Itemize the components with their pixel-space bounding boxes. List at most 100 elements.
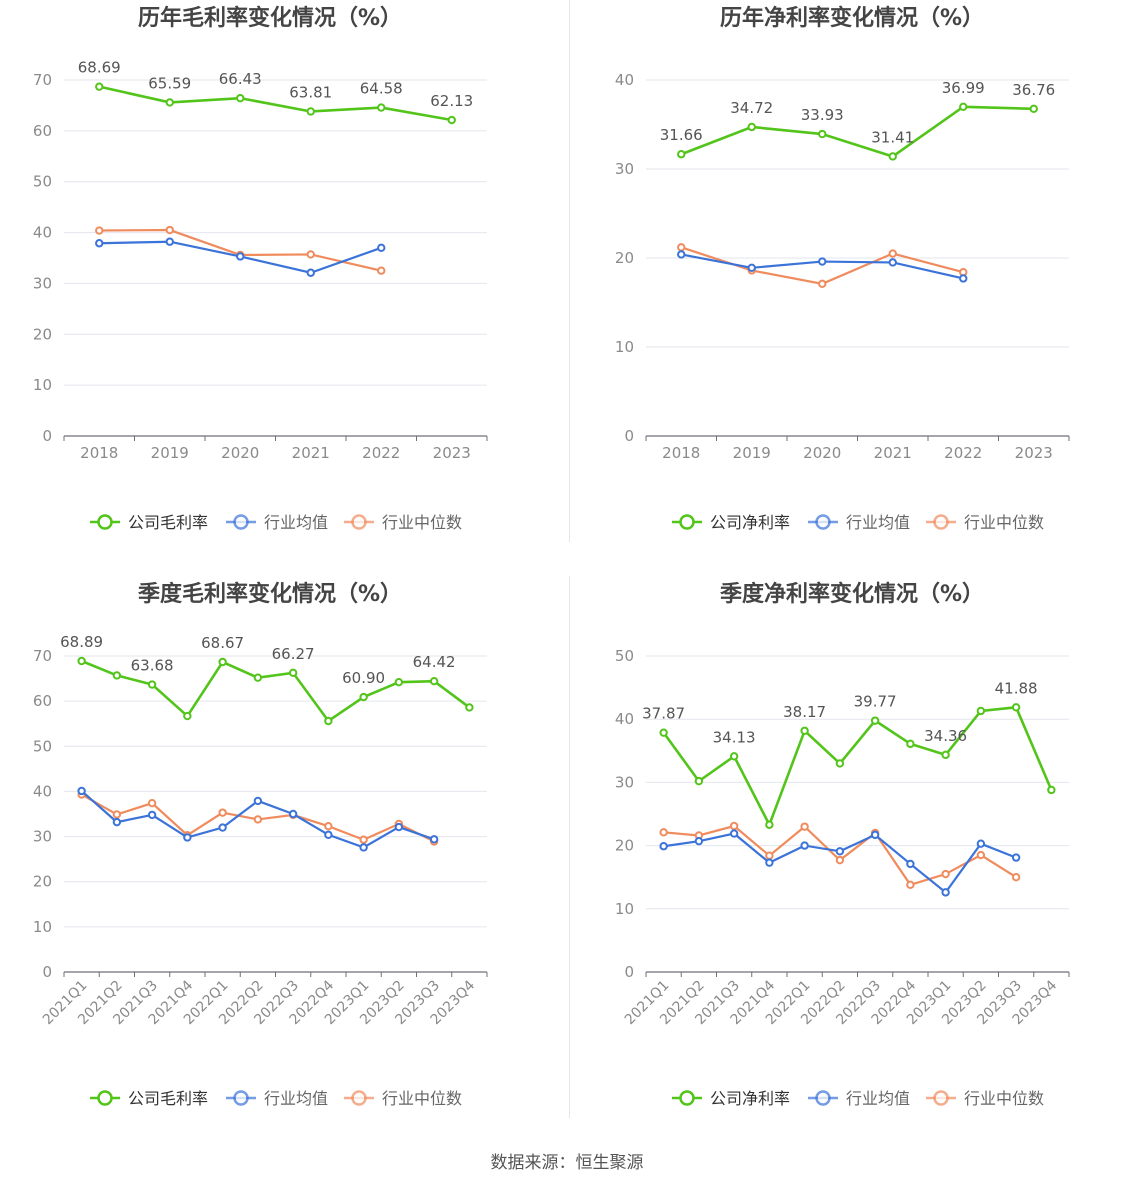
y-tick-label: 40 xyxy=(33,224,52,242)
data-point-company xyxy=(218,657,227,667)
data-point-median xyxy=(941,869,950,879)
data-point-avg xyxy=(165,237,174,246)
data-label: 66.43 xyxy=(219,70,262,88)
data-label: 64.58 xyxy=(360,80,403,98)
data-point-median xyxy=(659,828,668,837)
chart-svg: 季度毛利率变化情况（%）0102030405060702021Q12021Q22… xyxy=(33,581,488,1108)
legend-marker xyxy=(351,1090,367,1106)
legend-item-company[interactable]: 公司毛利率 xyxy=(90,513,208,532)
data-label: 68.89 xyxy=(60,633,103,651)
legend-item-median[interactable]: 行业中位数 xyxy=(926,513,1044,532)
data-label: 64.42 xyxy=(413,653,456,671)
y-tick-label: 10 xyxy=(615,338,634,356)
data-point-company xyxy=(800,726,809,735)
data-point-company xyxy=(747,122,756,132)
data-point-company xyxy=(1029,104,1038,114)
data-point-avg xyxy=(77,786,86,796)
data-label: 62.13 xyxy=(430,92,473,110)
y-tick-label: 50 xyxy=(33,737,52,755)
data-point-avg xyxy=(147,810,157,820)
data-point-median xyxy=(835,855,845,865)
chart-title: 历年毛利率变化情况（%） xyxy=(138,5,402,31)
annual-gross-panel: 历年毛利率变化情况（%） 0 10 20 30 40 50 60 70 2018 2019 2020 2… xyxy=(0,0,560,570)
data-point-median xyxy=(729,821,739,831)
data-point-median xyxy=(112,810,122,819)
legend-item-median[interactable]: 行业中位数 xyxy=(344,513,462,532)
data-point-avg xyxy=(959,274,968,283)
x-tick-label: 2019 xyxy=(151,444,189,462)
x-tick-label: 2020 xyxy=(221,444,259,462)
data-point-company xyxy=(236,93,245,103)
x-tick-label: 2021 xyxy=(874,444,912,462)
chart-svg: 季度净利率变化情况（%）010203040502021Q12021Q22021Q… xyxy=(615,581,1070,1108)
data-point-avg xyxy=(394,822,404,832)
data-point-avg xyxy=(288,809,298,819)
data-point-company xyxy=(694,776,704,786)
data-point-company xyxy=(1011,703,1021,712)
y-tick-label: 70 xyxy=(33,647,52,665)
x-tick-label: 2019 xyxy=(733,444,771,462)
data-label: 36.76 xyxy=(1012,81,1055,99)
data-point-median xyxy=(147,798,157,808)
data-point-company xyxy=(77,656,86,666)
legend-marker xyxy=(351,514,367,530)
data-point-avg xyxy=(429,835,439,844)
data-point-company xyxy=(1047,785,1056,795)
legend-label: 行业中位数 xyxy=(382,513,462,532)
legend-item-avg[interactable]: 行业均值 xyxy=(226,1089,328,1108)
legend-label: 公司毛利率 xyxy=(128,513,208,532)
legend-item-company[interactable]: 公司毛利率 xyxy=(90,1089,208,1108)
legend-item-median[interactable]: 行业中位数 xyxy=(926,1089,1044,1108)
data-point-median xyxy=(324,821,333,831)
y-tick-label: 60 xyxy=(33,692,52,710)
chart-title: 季度毛利率变化情况（%） xyxy=(138,581,402,607)
data-point-company xyxy=(659,728,668,737)
data-point-avg xyxy=(906,859,915,869)
data-point-median xyxy=(818,279,827,289)
data-point-company xyxy=(729,752,739,761)
legend-marker xyxy=(933,514,949,530)
legend-label: 行业中位数 xyxy=(964,1089,1044,1108)
x-tick-label: 2018 xyxy=(662,444,700,462)
x-tick-label: 2023 xyxy=(433,444,471,462)
data-point-avg xyxy=(218,823,227,832)
series-line-company xyxy=(662,705,1053,828)
x-tick-label: 2018 xyxy=(80,444,118,462)
data-point-median xyxy=(765,851,774,860)
series-line-company xyxy=(680,105,1034,158)
legend-label: 公司净利率 xyxy=(710,1089,790,1108)
data-point-median xyxy=(800,822,809,831)
data-label: 39.77 xyxy=(854,693,897,711)
legend-label: 行业均值 xyxy=(264,1089,328,1108)
data-label: 38.17 xyxy=(783,703,826,721)
y-tick-label: 40 xyxy=(33,782,52,800)
legend-label: 行业均值 xyxy=(846,513,910,532)
data-point-avg xyxy=(976,839,986,848)
data-point-avg xyxy=(1011,853,1021,862)
data-point-avg xyxy=(112,817,122,827)
data-point-avg xyxy=(800,841,809,850)
data-label: 31.66 xyxy=(660,126,703,144)
chart-svg: 历年净利率变化情况（%） 0 10 20 30 40 2018 2019 2020 2021 202… xyxy=(615,5,1070,532)
legend-item-avg[interactable]: 行业均值 xyxy=(808,513,910,532)
legend-marker xyxy=(815,514,831,530)
legend-item-avg[interactable]: 行业均值 xyxy=(226,513,328,532)
y-tick-label: 30 xyxy=(615,773,634,791)
data-point-median xyxy=(1011,873,1021,882)
data-point-avg xyxy=(729,829,739,838)
data-point-avg xyxy=(694,836,704,846)
legend-item-median[interactable]: 行业中位数 xyxy=(344,1089,462,1108)
y-tick-label: 10 xyxy=(615,900,634,918)
legend-item-avg[interactable]: 行业均值 xyxy=(808,1089,910,1108)
legend-item-company[interactable]: 公司净利率 xyxy=(672,513,790,532)
legend-marker xyxy=(97,514,113,530)
data-label: 68.69 xyxy=(78,59,121,77)
legend-label: 公司毛利率 xyxy=(128,1089,208,1108)
x-tick-label: 2020 xyxy=(803,444,841,462)
y-tick-label: 50 xyxy=(33,173,52,191)
data-point-company xyxy=(253,673,263,682)
legend-item-company[interactable]: 公司净利率 xyxy=(672,1089,790,1108)
x-tick-label: 2022 xyxy=(362,444,400,462)
data-label: 66.27 xyxy=(272,645,315,663)
y-tick-label: 0 xyxy=(624,427,634,445)
